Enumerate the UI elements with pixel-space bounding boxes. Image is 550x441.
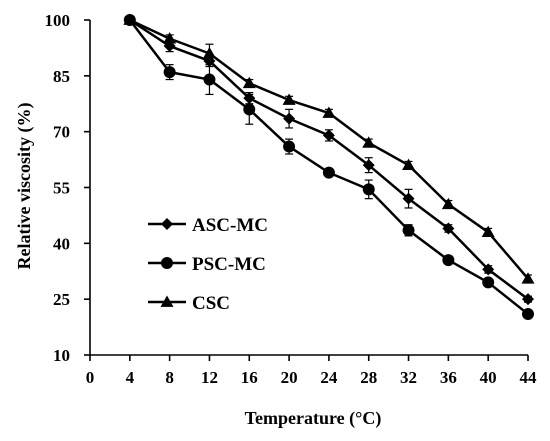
legend-item-asc-mc: ASC-MC [148, 215, 268, 236]
data-point-csc [242, 76, 256, 89]
y-tick-label: 85 [53, 67, 70, 86]
x-tick-label: 36 [440, 368, 457, 387]
x-axis-title: Temperature (°C) [245, 408, 382, 429]
data-point-csc [402, 158, 416, 171]
y-axis-ticks: 10 25 40 55 70 85 100 [45, 11, 90, 365]
data-point-psc-mc [442, 254, 455, 267]
legend-marker-psc-mc [161, 257, 173, 269]
x-tick-label: 28 [360, 368, 377, 387]
data-point-asc-mc [522, 293, 534, 306]
series-csc [123, 13, 535, 284]
data-point-asc-mc [362, 159, 375, 172]
data-point-csc [521, 272, 535, 284]
x-tick-label: 16 [241, 368, 258, 387]
legend-label-psc-mc: PSC-MC [192, 254, 266, 275]
x-tick-label: 0 [86, 368, 95, 387]
y-tick-label: 100 [45, 11, 71, 30]
x-tick-label: 12 [201, 368, 218, 387]
data-point-psc-mc [322, 166, 335, 179]
series-asc-mc [123, 14, 534, 306]
x-tick-label: 44 [520, 368, 538, 387]
data-point-psc-mc [163, 66, 176, 79]
x-tick-label: 32 [400, 368, 417, 387]
data-point-csc [163, 32, 177, 44]
data-point-csc [202, 47, 216, 59]
y-axis-title: Relative viscosity (%) [14, 103, 35, 270]
legend: ASC-MC PSC-MC CSC [148, 215, 268, 314]
data-point-asc-mc [322, 129, 335, 142]
series-line-asc-mc [129, 18, 529, 301]
data-point-csc [123, 13, 137, 25]
data-point-csc [362, 136, 376, 148]
y-tick-label: 55 [53, 179, 70, 198]
data-point-psc-mc [402, 224, 415, 237]
data-point-csc [481, 225, 495, 238]
series-line-csc [129, 18, 529, 280]
axes [89, 20, 528, 356]
legend-triangle-marker [160, 295, 174, 307]
y-tick-label: 70 [53, 123, 70, 142]
legend-circle-marker [161, 257, 173, 269]
y-tick-label: 40 [53, 234, 70, 253]
data-point-asc-mc [283, 112, 296, 125]
x-tick-label: 8 [165, 368, 174, 387]
x-axis-ticks: 0 4 8 12 16 20 24 28 32 36 40 44 [86, 355, 537, 387]
data-point-psc-mc [522, 308, 534, 321]
data-point-psc-mc [482, 276, 495, 289]
data-point-psc-mc [243, 103, 256, 116]
data-point-psc-mc [203, 73, 216, 86]
data-point-asc-mc [442, 222, 455, 235]
data-point-csc [322, 106, 336, 118]
x-tick-label: 4 [126, 368, 135, 387]
legend-marker-asc-mc [161, 218, 173, 230]
data-point-csc [282, 93, 296, 105]
data-point-psc-mc [283, 140, 296, 153]
x-tick-label: 20 [281, 368, 298, 387]
x-tick-label: 24 [320, 368, 338, 387]
y-tick-label: 10 [53, 346, 70, 365]
x-tick-label: 40 [480, 368, 497, 387]
data-point-csc [441, 197, 455, 210]
series-layer [123, 13, 535, 321]
legend-marker-csc [160, 295, 174, 307]
legend-item-csc: CSC [148, 293, 230, 314]
legend-label-asc-mc: ASC-MC [192, 215, 268, 236]
legend-label-csc: CSC [192, 293, 230, 314]
data-point-asc-mc [402, 192, 415, 205]
series-psc-mc [123, 14, 534, 321]
data-point-asc-mc [482, 263, 495, 276]
legend-item-psc-mc: PSC-MC [148, 254, 266, 275]
y-tick-label: 25 [53, 290, 70, 309]
legend-diamond-marker [161, 218, 173, 230]
data-point-psc-mc [362, 183, 375, 196]
